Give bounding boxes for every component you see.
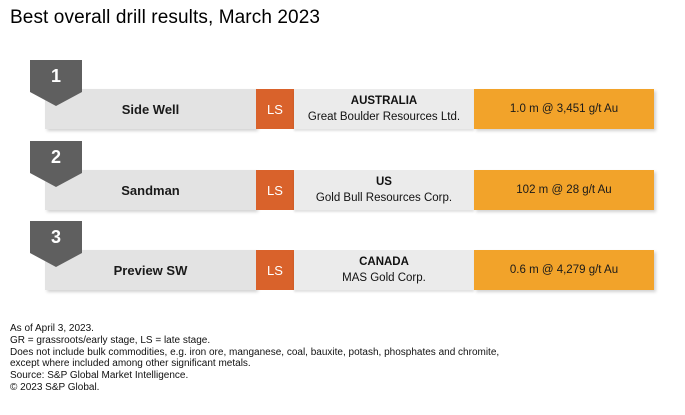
company-name: Gold Bull Resources Corp. xyxy=(315,192,453,204)
row-background xyxy=(45,89,256,129)
footnote-source: Source: S&P Global Market Intelligence. xyxy=(10,370,189,382)
rank-number: 2 xyxy=(50,147,61,167)
rank-badge: 1 xyxy=(30,60,82,108)
footnote-legend: GR = grassroots/early stage, LS = late s… xyxy=(10,334,211,346)
stage-badge: LS xyxy=(256,250,294,290)
rank-badge: 3 xyxy=(30,221,82,269)
drill-result: 0.6 m @ 4,279 g/t Au xyxy=(474,250,654,290)
company-cell: US Gold Bull Resources Corp. xyxy=(294,170,474,210)
page-title: Best overall drill results, March 2023 xyxy=(10,7,321,28)
stage-badge: LS xyxy=(256,170,294,210)
rank-badge: 2 xyxy=(30,141,82,189)
project-name: Side Well xyxy=(121,101,180,117)
country-label: AUSTRALIA xyxy=(350,95,418,107)
project-name: Sandman xyxy=(121,182,180,198)
rank-pentagon-icon xyxy=(30,141,82,187)
footnotes: As of April 3, 2023. GR = grassroots/ear… xyxy=(10,323,499,394)
project-name: Preview SW xyxy=(113,262,188,278)
company-cell: AUSTRALIA Great Boulder Resources Ltd. xyxy=(294,89,474,129)
company-cell: CANADA MAS Gold Corp. xyxy=(294,250,474,290)
table-row: Preview SW LS CANADA MAS Gold Corp. 0.6 … xyxy=(0,221,685,290)
table-row: Sandman LS US Gold Bull Resources Corp. … xyxy=(0,141,685,210)
rank-number: 1 xyxy=(50,66,61,86)
footnote-exclusions: Does not include bulk commodities, e.g. … xyxy=(10,346,500,358)
country-label: CANADA xyxy=(359,256,409,268)
footnote-date: As of April 3, 2023. xyxy=(10,323,94,334)
stage-badge: LS xyxy=(256,89,294,129)
company-name: Great Boulder Resources Ltd. xyxy=(307,111,461,123)
row-background xyxy=(45,170,256,210)
row-background xyxy=(45,250,256,290)
company-name: MAS Gold Corp. xyxy=(342,272,426,284)
rank-pentagon-icon xyxy=(30,221,82,267)
footnote-copyright: © 2023 S&P Global. xyxy=(10,381,100,393)
table-row: Side Well LS AUSTRALIA Great Boulder Res… xyxy=(0,60,685,129)
drill-result: 1.0 m @ 3,451 g/t Au xyxy=(474,89,654,129)
footnote-exclusions-cont: except where included among other signif… xyxy=(10,358,251,370)
rank-number: 3 xyxy=(50,227,61,247)
drill-result: 102 m @ 28 g/t Au xyxy=(474,170,654,210)
country-label: US xyxy=(376,176,392,188)
rank-pentagon-icon xyxy=(30,60,82,106)
